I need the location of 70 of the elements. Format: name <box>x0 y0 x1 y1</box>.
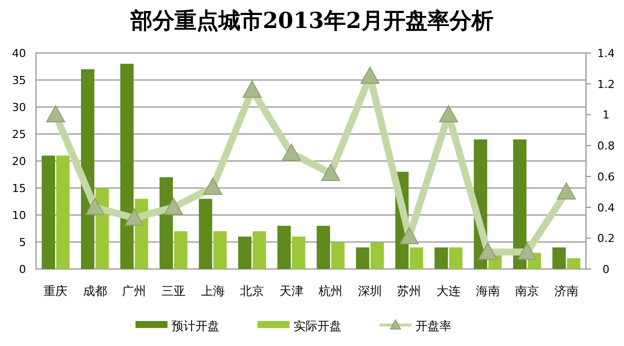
point <box>164 198 183 215</box>
bar <box>120 64 134 269</box>
bar <box>513 139 526 269</box>
x-tick-label: 深圳 <box>358 284 382 298</box>
bar <box>370 242 384 269</box>
x-tick-label: 三亚 <box>162 284 186 298</box>
y-tick-label: 10 <box>12 209 26 222</box>
bar <box>434 247 448 269</box>
bar <box>410 247 424 269</box>
bar <box>160 177 173 269</box>
point <box>203 178 222 195</box>
y2-tick-label: 1 <box>602 108 610 122</box>
legend-label: 预计开盘 <box>172 319 220 333</box>
y-tick-label: 5 <box>19 236 26 249</box>
bar <box>174 231 188 269</box>
y-tick-label: 40 <box>12 47 26 60</box>
x-tick-label: 成都 <box>82 284 107 298</box>
bar <box>449 247 462 269</box>
bar <box>292 236 306 269</box>
bar <box>213 231 227 269</box>
x-tick-label: 海南 <box>476 284 500 298</box>
y-tick-label: 0 <box>19 263 26 276</box>
bar <box>316 226 330 269</box>
y-tick-label: 25 <box>12 128 26 141</box>
bar <box>356 247 370 269</box>
y2-tick-label: 0.8 <box>597 140 615 153</box>
x-tick-label: 济南 <box>554 284 578 298</box>
point <box>439 105 458 122</box>
point <box>282 144 301 161</box>
x-tick-label: 重庆 <box>44 284 68 298</box>
bar <box>331 242 345 269</box>
x-tick-label: 杭州 <box>318 284 343 298</box>
bar <box>56 156 70 269</box>
bar <box>238 236 252 269</box>
point <box>400 227 419 244</box>
x-tick-label: 上海 <box>200 284 225 298</box>
point <box>518 242 537 260</box>
bar <box>277 226 291 269</box>
y-tick-label: 30 <box>12 101 26 114</box>
x-tick-label: 天津 <box>279 284 304 298</box>
point <box>556 182 576 200</box>
legend-label: 实际开盘 <box>294 319 342 333</box>
y-tick-label: 35 <box>12 74 26 87</box>
y2-tick-label: 0.4 <box>597 201 615 214</box>
y-tick-label: 20 <box>12 155 26 168</box>
point <box>360 66 380 84</box>
bar <box>252 231 266 269</box>
legend-label: 开盘率 <box>416 319 452 333</box>
point <box>46 105 66 122</box>
point <box>124 208 144 226</box>
y2-tick-label: 0.2 <box>597 232 615 246</box>
bar <box>552 247 566 269</box>
y2-tick-label: 1.2 <box>597 78 615 91</box>
bar <box>198 198 212 269</box>
y2-tick-label: 0.6 <box>597 170 615 184</box>
bar <box>566 258 580 269</box>
y2-tick-label: 1.4 <box>597 47 615 60</box>
x-tick-label: 苏州 <box>397 284 422 298</box>
point <box>321 164 340 182</box>
chart-title: 部分重点城市2013年2月开盘率分析 <box>130 8 494 34</box>
x-tick-label: 北京 <box>240 284 264 298</box>
point <box>85 198 104 215</box>
x-tick-label: 广州 <box>122 284 146 298</box>
point <box>478 242 498 260</box>
x-tick-label: 大连 <box>436 284 460 298</box>
x-tick-label: 南京 <box>515 284 540 298</box>
y2-tick-label: 0 <box>602 263 610 276</box>
point <box>242 80 262 98</box>
bar <box>42 156 56 269</box>
y-tick-label: 15 <box>12 182 26 195</box>
